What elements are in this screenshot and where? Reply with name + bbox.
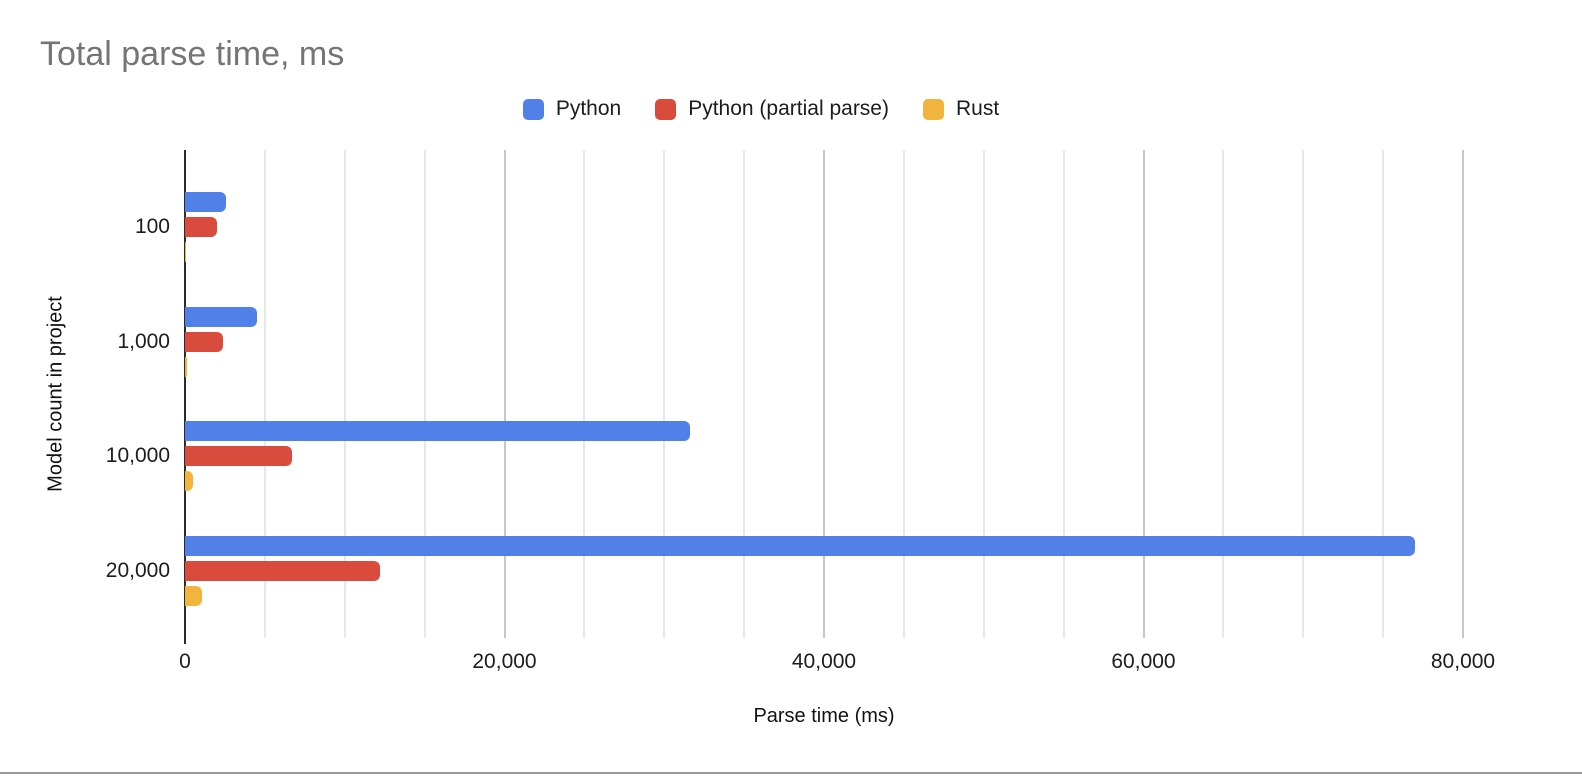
legend-item-python-partial-parse: Python (partial parse) bbox=[655, 97, 889, 121]
bar-python-1-000 bbox=[185, 306, 257, 327]
gridline-20000 bbox=[503, 150, 506, 638]
bar-rust-20-000 bbox=[185, 585, 202, 606]
gridline-15000 bbox=[423, 150, 426, 638]
bar-python-partial-parse-1-000 bbox=[185, 331, 224, 352]
gridline-45000 bbox=[902, 150, 905, 638]
gridline-5000 bbox=[263, 150, 266, 638]
bar-rust-1-000 bbox=[185, 356, 187, 377]
bar-rust-10-000 bbox=[185, 471, 193, 492]
bar-python-100 bbox=[185, 192, 226, 213]
x-axis-tick-labels: 0 20,000 40,000 60,000 80,000 bbox=[179, 650, 1495, 676]
legend-swatch-python bbox=[522, 98, 544, 120]
y-axis-line bbox=[184, 150, 186, 644]
bar-python-partial-parse-10-000 bbox=[185, 446, 293, 467]
legend-item-python: Python bbox=[522, 97, 622, 121]
legend: Python Python (partial parse) Rust bbox=[0, 97, 1522, 121]
gridline-60000 bbox=[1142, 150, 1145, 638]
gridline-65000 bbox=[1222, 150, 1225, 638]
bar-group-20-000 bbox=[185, 514, 1463, 629]
gridline-40000 bbox=[823, 150, 825, 638]
gridline-35000 bbox=[743, 150, 746, 638]
bar-rust-100 bbox=[185, 242, 187, 263]
gridline-75000 bbox=[1382, 150, 1385, 638]
bottom-divider bbox=[0, 772, 1582, 774]
bar-group-10-000 bbox=[185, 399, 1463, 514]
plot-area bbox=[184, 150, 1464, 644]
category-label-20-000: 20,000 bbox=[105, 558, 170, 582]
gridline-80000 bbox=[1462, 150, 1464, 638]
gridline-70000 bbox=[1302, 150, 1305, 638]
x-tick-label-80000: 80,000 bbox=[1430, 650, 1496, 673]
legend-label: Rust bbox=[955, 97, 1000, 120]
gridline-30000 bbox=[663, 150, 666, 638]
category-label-1-000: 1,000 bbox=[117, 329, 170, 353]
x-tick-label-0: 0 bbox=[179, 650, 191, 673]
legend-label: Python bbox=[555, 97, 622, 120]
gridline-10000 bbox=[343, 150, 346, 638]
category-label-100: 100 bbox=[134, 215, 170, 239]
x-tick-label-20000: 20,000 bbox=[472, 650, 537, 673]
legend-item-rust: Rust bbox=[922, 97, 1000, 121]
bar-python-partial-parse-100 bbox=[185, 217, 217, 238]
category-label-10-000: 10,000 bbox=[105, 444, 170, 468]
bar-rows bbox=[185, 170, 1463, 628]
x-axis-title: Parse time (ms) bbox=[753, 705, 895, 727]
gridline-25000 bbox=[583, 150, 586, 638]
chart-title: Total parse time, ms bbox=[40, 35, 345, 73]
bar-python-20-000 bbox=[185, 535, 1416, 556]
y-axis-title: Model count in project bbox=[44, 296, 67, 492]
bar-python-partial-parse-20-000 bbox=[185, 560, 380, 581]
x-tick-label-60000: 60,000 bbox=[1111, 650, 1176, 673]
bar-group-100 bbox=[185, 170, 1463, 285]
x-tick-label-40000: 40,000 bbox=[791, 650, 857, 673]
bar-group-1-000 bbox=[185, 285, 1463, 400]
gridline-55000 bbox=[1062, 150, 1065, 638]
y-axis-category-labels: 100 1,000 10,000 20,000 bbox=[0, 150, 170, 638]
legend-label: Python (partial parse) bbox=[688, 97, 889, 120]
legend-swatch-rust bbox=[922, 98, 944, 120]
legend-swatch-python-partial-parse bbox=[655, 98, 677, 120]
gridline-50000 bbox=[982, 150, 985, 638]
bar-python-10-000 bbox=[185, 421, 690, 442]
